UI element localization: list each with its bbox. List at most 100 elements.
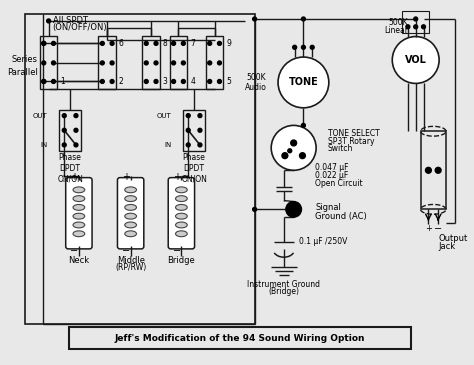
Ellipse shape [175, 222, 187, 228]
Text: Parallel: Parallel [7, 68, 38, 77]
Circle shape [414, 25, 418, 29]
Ellipse shape [175, 213, 187, 219]
Circle shape [74, 114, 78, 118]
Text: Open Circuit: Open Circuit [315, 180, 363, 188]
Circle shape [46, 19, 51, 23]
Circle shape [208, 80, 212, 84]
Circle shape [426, 168, 431, 173]
Circle shape [271, 126, 316, 170]
Text: Output: Output [438, 234, 467, 243]
Text: +: + [122, 172, 130, 182]
Text: OUT: OUT [157, 113, 172, 119]
Text: −: − [122, 246, 130, 256]
Circle shape [62, 143, 66, 147]
Ellipse shape [175, 231, 187, 237]
Circle shape [62, 128, 66, 132]
Text: 2: 2 [119, 77, 124, 86]
Circle shape [406, 25, 410, 29]
Circle shape [42, 80, 46, 84]
Circle shape [172, 61, 175, 65]
Text: 500K
Audio: 500K Audio [245, 73, 266, 92]
Text: Signal: Signal [315, 203, 341, 212]
Ellipse shape [125, 231, 137, 237]
Bar [40, 35, 57, 89]
Bar [59, 110, 81, 151]
Bar [183, 110, 205, 151]
Circle shape [154, 61, 158, 65]
Text: TONE SELECT: TONE SELECT [328, 129, 380, 138]
Circle shape [172, 42, 175, 45]
Circle shape [282, 153, 288, 158]
Text: Jeff's Modification of the 94 Sound Wiring Option: Jeff's Modification of the 94 Sound Wiri… [115, 334, 365, 343]
Circle shape [100, 42, 104, 45]
Ellipse shape [125, 222, 137, 228]
Circle shape [286, 201, 301, 217]
Circle shape [278, 57, 329, 108]
Circle shape [186, 114, 190, 118]
Text: 3: 3 [163, 77, 168, 86]
Bar [99, 35, 116, 89]
Text: +: + [173, 172, 181, 182]
Ellipse shape [125, 204, 137, 210]
Bar [142, 35, 160, 89]
Text: Linear: Linear [384, 26, 408, 35]
Circle shape [144, 80, 148, 84]
Text: Neck: Neck [68, 255, 90, 265]
Circle shape [198, 128, 202, 132]
Text: 6: 6 [119, 39, 124, 48]
Bar [25, 14, 255, 323]
Circle shape [301, 123, 305, 127]
Text: Jack: Jack [438, 242, 456, 251]
Circle shape [42, 42, 46, 45]
Circle shape [253, 17, 256, 21]
Text: Switch: Switch [328, 144, 353, 153]
Circle shape [100, 61, 104, 65]
Circle shape [42, 42, 46, 45]
Circle shape [110, 42, 114, 45]
Circle shape [301, 45, 305, 49]
Ellipse shape [73, 231, 85, 237]
Circle shape [144, 61, 148, 65]
Circle shape [301, 17, 305, 21]
Text: Series: Series [12, 55, 38, 65]
Text: −: − [173, 246, 181, 256]
Text: 4: 4 [190, 77, 195, 86]
Circle shape [186, 143, 190, 147]
Text: Bridge: Bridge [167, 255, 195, 265]
Circle shape [392, 36, 439, 84]
Text: SP3T Rotary: SP3T Rotary [328, 137, 374, 146]
Ellipse shape [175, 196, 187, 201]
Circle shape [52, 80, 55, 84]
Circle shape [182, 80, 185, 84]
Circle shape [182, 61, 185, 65]
Circle shape [182, 42, 185, 45]
Text: Phase
DPDT
ON/ON: Phase DPDT ON/ON [181, 153, 207, 183]
Circle shape [208, 42, 212, 45]
Bar [69, 327, 411, 349]
Circle shape [291, 140, 297, 146]
Circle shape [288, 149, 292, 153]
Text: 0.047 μF: 0.047 μF [315, 163, 349, 172]
Text: 7: 7 [190, 39, 195, 48]
Circle shape [154, 80, 158, 84]
Bar [402, 11, 429, 32]
Circle shape [300, 153, 305, 158]
Circle shape [198, 114, 202, 118]
Text: +: + [425, 224, 432, 233]
Text: 9: 9 [226, 39, 231, 48]
Text: VOL: VOL [405, 55, 427, 65]
Text: TONE: TONE [289, 77, 319, 88]
FancyBboxPatch shape [118, 178, 144, 249]
Circle shape [52, 61, 55, 65]
Circle shape [292, 45, 297, 49]
Circle shape [52, 42, 55, 45]
Ellipse shape [73, 187, 85, 193]
Text: −: − [434, 224, 442, 234]
Text: 8: 8 [163, 39, 168, 48]
Circle shape [310, 45, 314, 49]
Circle shape [74, 128, 78, 132]
Circle shape [42, 80, 46, 84]
Circle shape [421, 25, 426, 29]
Text: 1: 1 [60, 77, 65, 86]
Circle shape [208, 61, 212, 65]
